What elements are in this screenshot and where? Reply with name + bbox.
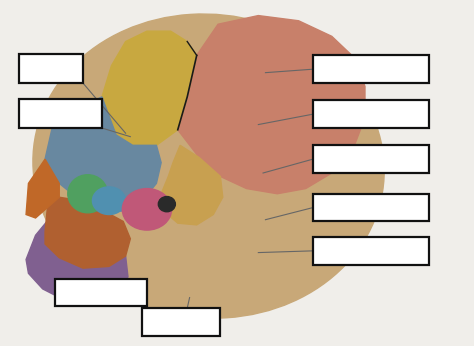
Polygon shape	[26, 159, 59, 218]
Polygon shape	[102, 31, 197, 145]
FancyBboxPatch shape	[19, 54, 83, 83]
Polygon shape	[45, 197, 130, 268]
FancyBboxPatch shape	[313, 237, 429, 265]
FancyBboxPatch shape	[313, 145, 429, 173]
FancyBboxPatch shape	[19, 99, 102, 128]
Ellipse shape	[68, 175, 108, 213]
Ellipse shape	[33, 14, 384, 318]
Ellipse shape	[158, 197, 175, 212]
Polygon shape	[45, 97, 161, 211]
FancyBboxPatch shape	[313, 55, 429, 83]
FancyBboxPatch shape	[55, 279, 147, 306]
Polygon shape	[26, 216, 128, 301]
FancyBboxPatch shape	[313, 100, 429, 128]
FancyBboxPatch shape	[142, 308, 220, 336]
Polygon shape	[178, 16, 365, 194]
Polygon shape	[161, 145, 223, 225]
Ellipse shape	[92, 187, 126, 215]
Ellipse shape	[122, 189, 172, 230]
FancyBboxPatch shape	[313, 194, 429, 221]
